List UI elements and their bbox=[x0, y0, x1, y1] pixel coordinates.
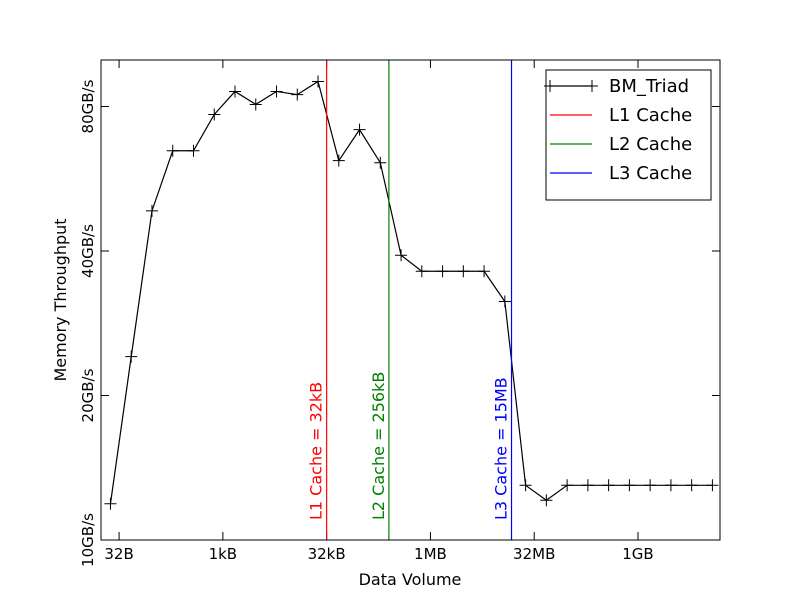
y-tick-label: 20GB/s bbox=[79, 368, 97, 422]
marker bbox=[187, 144, 200, 157]
marker bbox=[602, 479, 615, 492]
marker bbox=[436, 265, 449, 278]
cache-label: L3 Cache = 15MB bbox=[492, 377, 511, 520]
marker bbox=[353, 123, 366, 136]
marker bbox=[561, 479, 574, 492]
legend-marker bbox=[586, 80, 598, 92]
legend-label: L2 Cache bbox=[609, 134, 692, 155]
plot-frame bbox=[100, 59, 721, 541]
legend-marker bbox=[544, 80, 556, 92]
marker bbox=[457, 265, 470, 278]
marker bbox=[478, 265, 491, 278]
marker bbox=[581, 479, 594, 492]
marker bbox=[312, 75, 325, 88]
legend-box bbox=[545, 69, 712, 201]
marker bbox=[415, 265, 428, 278]
x-tick-label: 1kB bbox=[209, 545, 238, 563]
x-tick-label: 32kB bbox=[308, 545, 346, 563]
x-axis-title: Data Volume bbox=[359, 570, 462, 589]
marker bbox=[291, 88, 304, 101]
marker bbox=[519, 479, 532, 492]
marker bbox=[229, 85, 242, 98]
cache-label: L2 Cache = 256kB bbox=[369, 372, 388, 520]
y-axis-title: Memory Throughput bbox=[51, 218, 70, 381]
marker bbox=[270, 85, 283, 98]
x-tick-label: 1GB bbox=[622, 545, 653, 563]
marker bbox=[249, 98, 262, 111]
y-tick-label: 40GB/s bbox=[79, 224, 97, 278]
x-tick-label: 32B bbox=[104, 545, 133, 563]
marker bbox=[374, 156, 387, 169]
legend-label: L1 Cache bbox=[609, 105, 692, 126]
legend-label: BM_Triad bbox=[609, 76, 689, 97]
cache-label: L1 Cache = 32kB bbox=[307, 382, 326, 520]
marker bbox=[644, 479, 657, 492]
marker bbox=[498, 295, 511, 308]
marker bbox=[208, 108, 221, 121]
x-tick-label: 32MB bbox=[513, 545, 555, 563]
legend: BM_Triad L1 Cache L2 Cache L3 Cache bbox=[544, 69, 712, 201]
marker bbox=[166, 144, 179, 157]
x-tick-label: 1MB bbox=[414, 545, 447, 563]
marker bbox=[395, 249, 408, 262]
marker bbox=[706, 479, 719, 492]
legend-label: L3 Cache bbox=[609, 163, 692, 184]
marker bbox=[623, 479, 636, 492]
marker bbox=[685, 479, 698, 492]
y-tick-label: 80GB/s bbox=[79, 79, 97, 133]
marker bbox=[104, 497, 117, 510]
marker bbox=[332, 154, 345, 167]
y-tick-label: 10GB/s bbox=[79, 513, 97, 567]
marker bbox=[145, 204, 158, 217]
marker bbox=[664, 479, 677, 492]
marker bbox=[125, 350, 138, 363]
marker bbox=[540, 494, 553, 507]
